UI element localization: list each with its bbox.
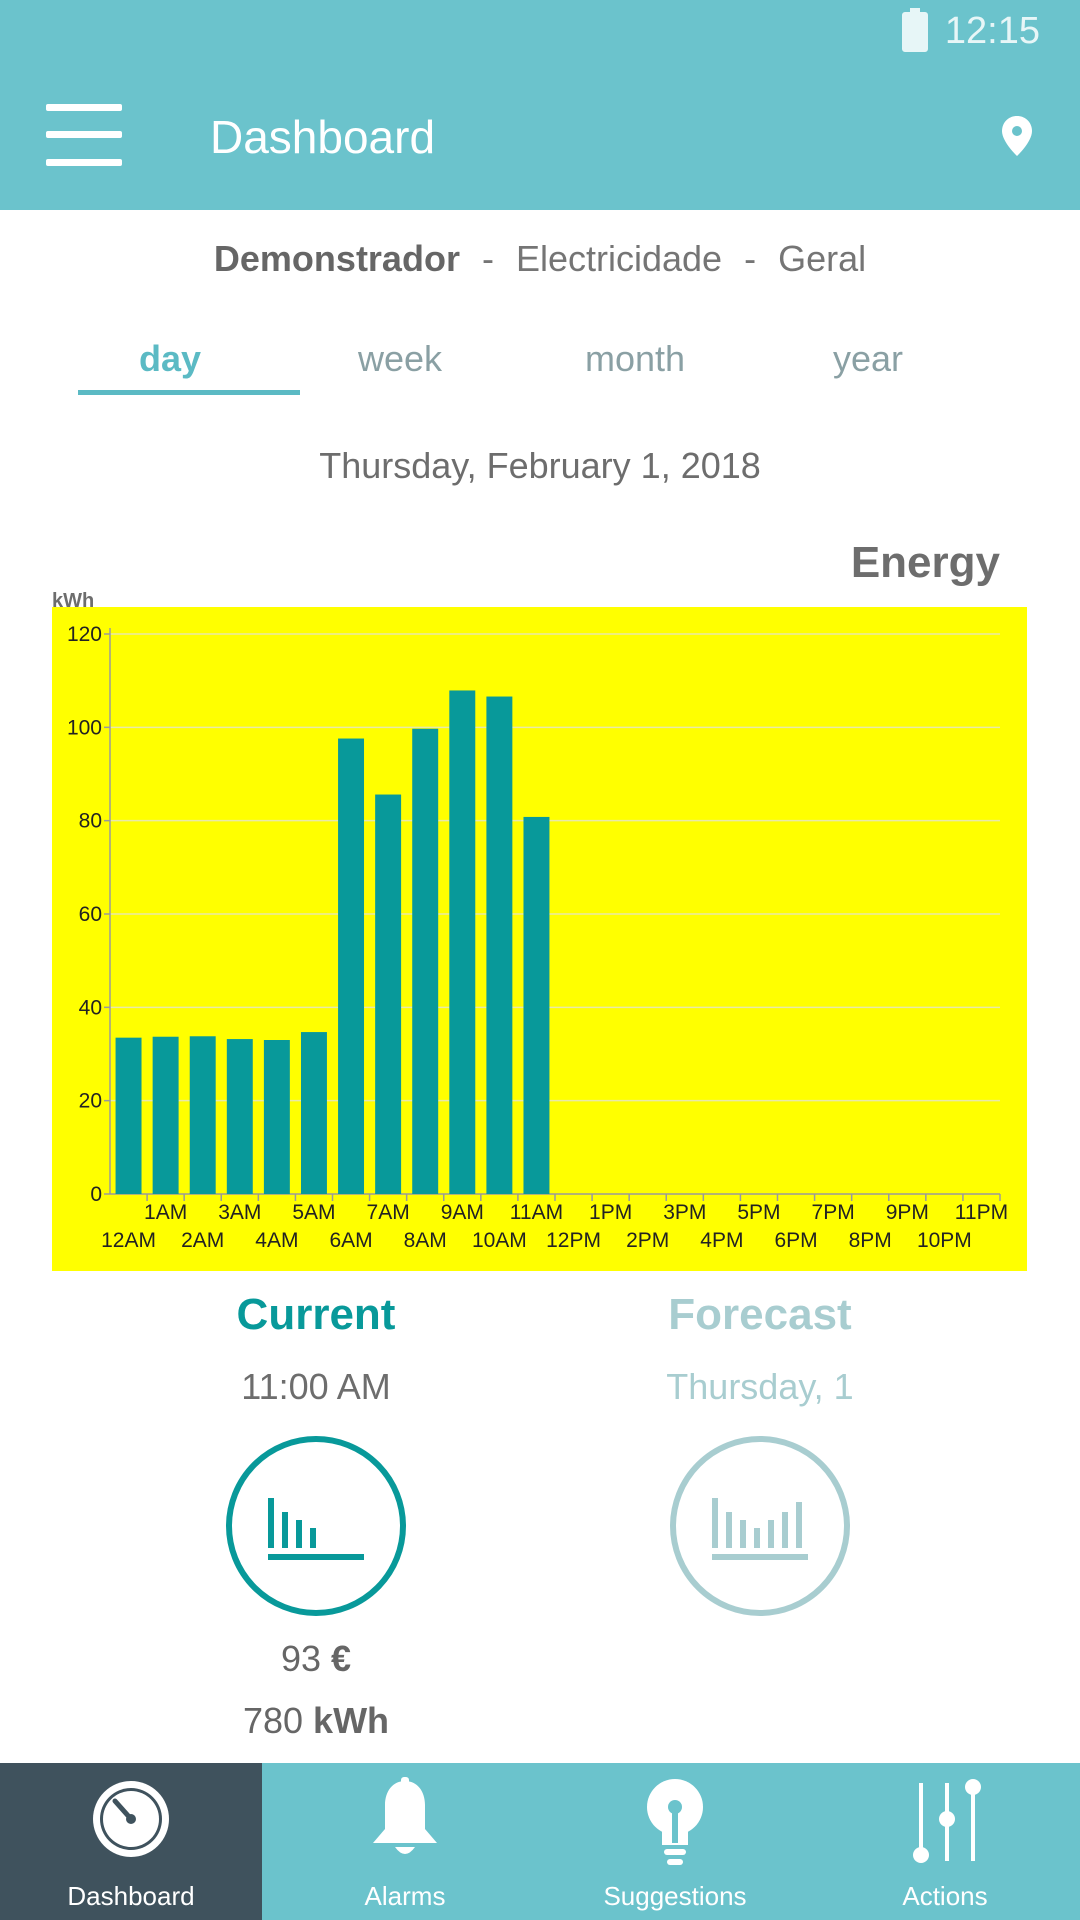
app-bar: 12:15 Dashboard [0,0,1080,210]
sliders-icon [913,1779,981,1863]
x-tick-label: 9AM [441,1201,484,1224]
bar-10am [486,696,513,1194]
tab-month[interactable]: month [584,338,686,379]
x-tick-label: 1PM [589,1201,632,1224]
nav-alarms[interactable]: Alarms [270,1763,540,1920]
x-tick-label: 10AM [472,1229,527,1252]
x-tick-label: 5AM [292,1201,335,1224]
current-chart-button[interactable] [226,1436,406,1616]
gauge-icon [93,1781,169,1857]
bar-11am [523,816,550,1194]
nav-suggestions[interactable]: Suggestions [540,1763,810,1920]
forecast-panel[interactable]: Forecast Thursday, 1 [610,1290,910,1616]
x-tick-label: 5PM [737,1201,780,1224]
x-tick-label: 7PM [812,1201,855,1224]
y-axis-unit: kWh [52,590,95,612]
bar-2am [189,1036,216,1194]
current-time: 11:00 AM [241,1366,391,1407]
period-tabs: day week month year [54,330,1026,400]
current-cost-unit: € [331,1638,352,1679]
bar-9am [449,690,476,1194]
forecast-date: Thursday, 1 [666,1366,854,1407]
x-tick-label: 4PM [700,1229,743,1252]
x-tick-label: 11PM [955,1201,1008,1224]
nav-actions-label: Actions [902,1881,988,1911]
chart-title: Energy [850,538,1000,587]
bar-chart-icon [712,1498,808,1560]
current-energy: 780 kWh [166,1700,466,1742]
x-tick-label: 2AM [181,1229,224,1252]
x-tick-label: 6PM [774,1229,817,1252]
energy-chart-svg: 0 20 40 60 80 100 120 12AM 1AM 2AM 3AM 4AM 5AM 6AM 7AM… [67,623,1008,1252]
menu-icon[interactable] [46,104,122,166]
x-tick-label: 8PM [849,1229,892,1252]
bar-4am [263,1040,290,1194]
breadcrumb: Demonstrador - Electricidade - Geral [0,238,1080,280]
bar-12am [115,1037,142,1194]
breadcrumb-meter[interactable]: Geral [778,238,867,279]
bar-6am [338,738,365,1194]
status-time: 12:15 [944,10,1040,52]
x-tick-label: 2PM [626,1229,669,1252]
location-pin-icon[interactable] [1000,115,1034,157]
nav-suggestions-label: Suggestions [603,1881,747,1911]
x-tick-label: 10PM [917,1229,972,1252]
current-cost: 93 € [166,1638,466,1680]
y-tick-label: 60 [79,903,102,926]
active-tab-indicator [78,390,300,395]
bar-7am [375,794,402,1194]
breadcrumb-separator: - [481,238,494,279]
x-tick-label: 1AM [144,1201,187,1224]
forecast-chart-button[interactable] [670,1436,850,1616]
x-tick-label: 11AM [510,1201,563,1224]
forecast-title: Forecast [668,1290,852,1339]
breadcrumb-type[interactable]: Electricidade [515,238,723,279]
y-tick-label: 40 [79,996,102,1019]
x-tick-label: 3PM [663,1201,706,1224]
tab-day[interactable]: day [138,338,202,379]
bar-chart-icon [268,1498,364,1560]
x-tick-label: 3AM [218,1201,261,1224]
current-title: Current [236,1290,396,1339]
selected-date: Thursday, February 1, 2018 [319,445,761,486]
y-tick-label: 20 [79,1090,102,1113]
lightbulb-icon [647,1779,703,1865]
y-tick-label: 120 [67,623,102,646]
energy-chart[interactable]: 0 20 40 60 80 100 120 12AM 1AM 2AM 3AM 4AM 5AM 6AM 7AM… [52,607,1027,1271]
battery-icon [902,8,928,52]
bar-1am [152,1036,179,1194]
bar-8am [412,728,439,1194]
tab-year[interactable]: year [832,338,904,379]
x-tick-label: 12AM [101,1229,156,1252]
y-tick-label: 80 [79,810,102,833]
bar-5am [300,1032,327,1194]
nav-dashboard[interactable]: Dashboard [0,1763,262,1920]
x-tick-label: 4AM [255,1229,298,1252]
breadcrumb-site[interactable]: Demonstrador [213,238,460,279]
page-title: Dashboard [210,111,436,163]
nav-actions[interactable]: Actions [810,1763,1080,1920]
current-panel[interactable]: Current 11:00 AM 93 € 780 kWh [166,1290,466,1742]
y-tick-label: 0 [90,1183,102,1206]
breadcrumb-separator: - [744,238,757,279]
x-tick-label: 9PM [886,1201,929,1224]
y-tick-label: 100 [67,716,102,739]
nav-dashboard-label: Dashboard [67,1881,195,1911]
x-tick-label: 7AM [367,1201,410,1224]
bottom-nav: Dashboard Alarms Suggestions Action [0,1763,1080,1920]
current-cost-value: 93 [280,1638,321,1679]
tab-week[interactable]: week [357,338,443,379]
current-energy-unit: kWh [313,1700,390,1741]
x-tick-label: 6AM [329,1229,372,1252]
current-energy-value: 780 [242,1700,304,1741]
nav-alarms-label: Alarms [364,1881,446,1911]
bar-3am [226,1039,253,1194]
x-tick-label: 12PM [546,1229,601,1252]
x-tick-label: 8AM [404,1229,447,1252]
bell-icon [373,1777,437,1854]
